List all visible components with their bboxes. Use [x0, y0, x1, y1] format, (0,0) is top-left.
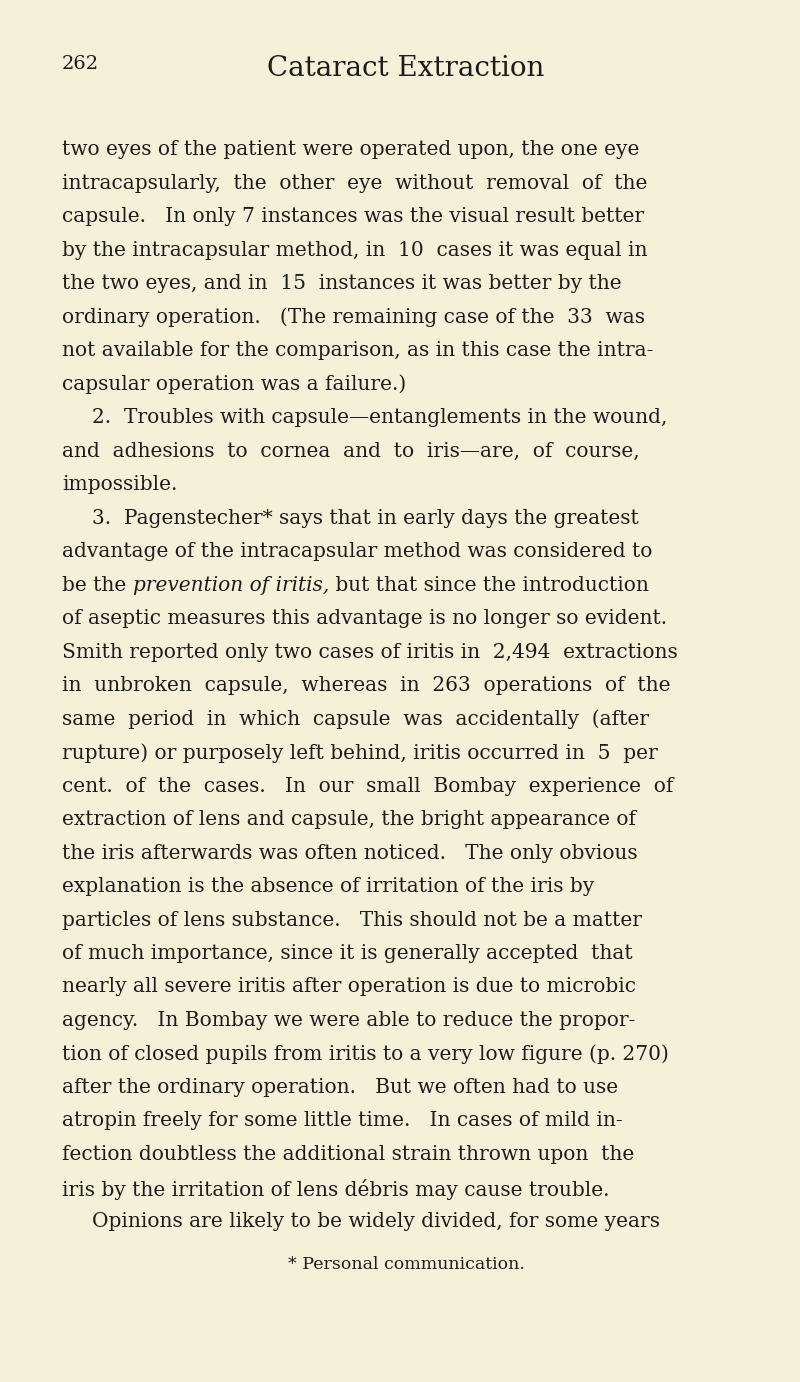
Text: be the: be the	[62, 575, 133, 594]
Text: in  unbroken  capsule,  whereas  in  263  operations  of  the: in unbroken capsule, whereas in 263 oper…	[62, 676, 670, 695]
Text: cent.  of  the  cases.   In  our  small  Bombay  experience  of: cent. of the cases. In our small Bombay …	[62, 777, 674, 796]
Text: not available for the comparison, as in this case the intra-: not available for the comparison, as in …	[62, 341, 654, 359]
Text: same  period  in  which  capsule  was  accidentally  (after: same period in which capsule was acciden…	[62, 709, 649, 730]
Text: capsule.   In only 7 instances was the visual result better: capsule. In only 7 instances was the vis…	[62, 207, 644, 227]
Text: Opinions are likely to be widely divided, for some years: Opinions are likely to be widely divided…	[92, 1212, 660, 1231]
Text: of much importance, since it is generally accepted  that: of much importance, since it is generall…	[62, 944, 633, 963]
Text: explanation is the absence of irritation of the iris by: explanation is the absence of irritation…	[62, 878, 594, 896]
Text: particles of lens substance.   This should not be a matter: particles of lens substance. This should…	[62, 911, 642, 930]
Text: after the ordinary operation.   But we often had to use: after the ordinary operation. But we oft…	[62, 1078, 618, 1097]
Text: 2.  Troubles with capsule—entanglements in the wound,: 2. Troubles with capsule—entanglements i…	[92, 408, 667, 427]
Text: nearly all severe iritis after operation is due to microbic: nearly all severe iritis after operation…	[62, 977, 636, 996]
Text: Cataract Extraction: Cataract Extraction	[267, 55, 545, 82]
Text: 3.  Pagenstecher* says that in early days the greatest: 3. Pagenstecher* says that in early days…	[92, 509, 638, 528]
Text: agency.   In Bombay we were able to reduce the propor-: agency. In Bombay we were able to reduce…	[62, 1012, 635, 1030]
Text: extraction of lens and capsule, the bright appearance of: extraction of lens and capsule, the brig…	[62, 810, 636, 829]
Text: by the intracapsular method, in  10  cases it was equal in: by the intracapsular method, in 10 cases…	[62, 240, 647, 260]
Text: Smith reported only two cases of iritis in  2,494  extractions: Smith reported only two cases of iritis …	[62, 643, 678, 662]
Text: * Personal communication.: * Personal communication.	[287, 1256, 525, 1273]
Text: 262: 262	[62, 55, 99, 73]
Text: and  adhesions  to  cornea  and  to  iris—are,  of  course,: and adhesions to cornea and to iris—are,…	[62, 441, 640, 460]
Text: capsular operation was a failure.): capsular operation was a failure.)	[62, 375, 406, 394]
Text: ordinary operation.   (The remaining case of the  33  was: ordinary operation. (The remaining case …	[62, 308, 645, 328]
Text: the two eyes, and in  15  instances it was better by the: the two eyes, and in 15 instances it was…	[62, 274, 622, 293]
Text: rupture) or purposely left behind, iritis occurred in  5  per: rupture) or purposely left behind, iriti…	[62, 744, 658, 763]
Text: fection doubtless the additional strain thrown upon  the: fection doubtless the additional strain …	[62, 1146, 634, 1164]
Text: tion of closed pupils from iritis to a very low figure (p. 270): tion of closed pupils from iritis to a v…	[62, 1045, 669, 1064]
Text: impossible.: impossible.	[62, 475, 178, 493]
Text: prevention of iritis,: prevention of iritis,	[133, 575, 329, 594]
Text: two eyes of the patient were operated upon, the one eye: two eyes of the patient were operated up…	[62, 140, 639, 159]
Text: advantage of the intracapsular method was considered to: advantage of the intracapsular method wa…	[62, 542, 652, 561]
Text: intracapsularly,  the  other  eye  without  removal  of  the: intracapsularly, the other eye without r…	[62, 174, 647, 192]
Text: of aseptic measures this advantage is no longer so evident.: of aseptic measures this advantage is no…	[62, 609, 667, 627]
Text: but that since the introduction: but that since the introduction	[329, 575, 649, 594]
Text: iris by the irritation of lens débris may cause trouble.: iris by the irritation of lens débris ma…	[62, 1179, 610, 1200]
Text: the iris afterwards was often noticed.   The only obvious: the iris afterwards was often noticed. T…	[62, 843, 638, 862]
Text: atropin freely for some little time.   In cases of mild in-: atropin freely for some little time. In …	[62, 1111, 622, 1130]
